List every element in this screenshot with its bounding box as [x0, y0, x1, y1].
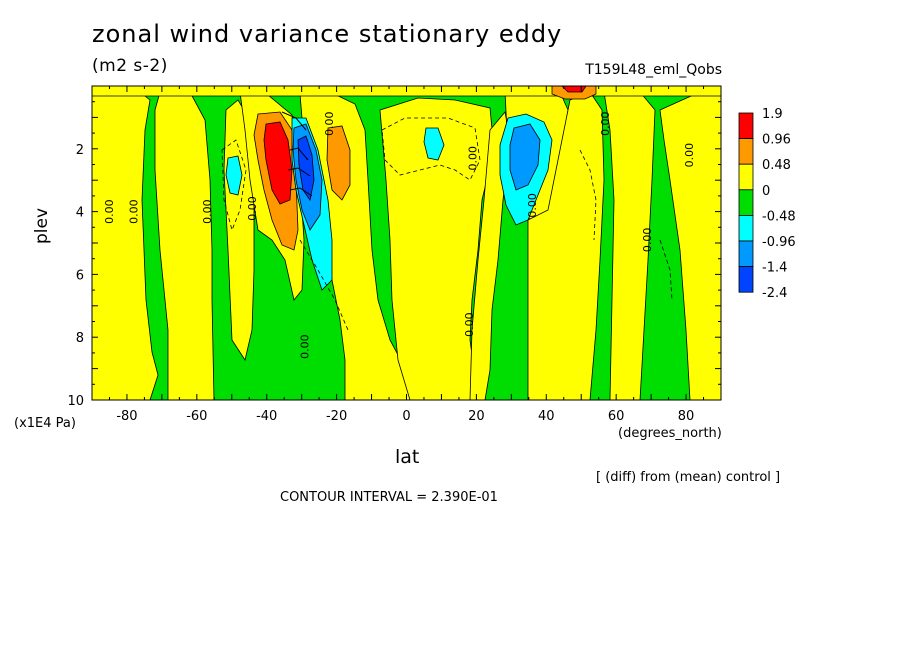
legend-swatch	[738, 266, 754, 293]
x-tick-label: 20	[468, 409, 485, 424]
contour-label: 0.00	[641, 228, 654, 253]
y-tick-label: 8	[76, 331, 84, 346]
cyan-west	[225, 155, 243, 196]
plot-area	[92, 86, 721, 400]
dipole-contour-3	[287, 167, 311, 177]
legend-level-label: -2.4	[762, 286, 787, 301]
dipole-contour-1	[281, 111, 307, 131]
y-tick-label: 2	[76, 143, 84, 158]
x-tick-label: 0	[402, 409, 410, 424]
color-legend: 1.9 0.96 0.48 0 -0.48 -0.96 -1.4 -2.4	[738, 107, 796, 301]
y-tick-label: 4	[76, 206, 84, 221]
orange-cap-north	[551, 86, 597, 100]
dipole-contour-4	[289, 187, 313, 197]
yellow-band-60s	[154, 91, 215, 400]
red-cap-north	[561, 86, 587, 93]
contour-label: 0.00	[463, 312, 476, 337]
y-tick-label: 6	[76, 268, 84, 283]
red-regions	[263, 86, 587, 205]
contour-label: 0.00	[599, 111, 612, 135]
legend-swatch	[738, 138, 754, 165]
contour-labels: 0.00 0.00 0.00 0.00 0.00 0.00 0.00 0.00 0.00 0.00…	[103, 111, 696, 358]
x-tick-label: -40	[256, 409, 277, 424]
legend-level-label: 1.9	[762, 107, 783, 122]
legend-swatch	[738, 189, 754, 216]
cyan-equator	[423, 127, 445, 161]
x-axis-label: lat	[395, 446, 420, 468]
neg-contour-northeast	[579, 149, 597, 241]
contour-label: 0.00	[299, 334, 312, 359]
legend-level-label: -0.96	[762, 235, 796, 250]
legend-level-label: -1.4	[762, 261, 787, 276]
yellow-band-60n	[603, 91, 656, 400]
contour-interval-label: CONTOUR INTERVAL = 2.390E-01	[280, 490, 498, 505]
x-tick-label: -20	[326, 409, 347, 424]
x-tick-label: -80	[116, 409, 137, 424]
legend-level-label: 0	[762, 184, 770, 199]
contour-label: 0.00	[246, 196, 259, 221]
legend-level-label: 0.96	[762, 133, 791, 148]
contour-label: 0.00	[526, 193, 539, 218]
x-tick-label: -60	[186, 409, 207, 424]
legend-level-label: -0.48	[762, 209, 796, 224]
x-tick-label: 40	[538, 409, 555, 424]
neg-contour-west	[221, 139, 247, 232]
x-tick-label: 60	[608, 409, 625, 424]
units-label: (m2 s-2)	[92, 56, 168, 76]
contour-label: 0.00	[466, 146, 479, 171]
dipole-contours	[281, 111, 313, 197]
x-tick-marks: -80 -60 -40 -20 0 20 40 60 80	[91, 86, 722, 424]
yellow-band-80s	[92, 91, 159, 400]
neg-contour-equator	[381, 117, 481, 181]
x-axis-units: (degrees_north)	[618, 426, 722, 441]
red-max-40s	[263, 121, 293, 205]
legend-swatch	[738, 163, 754, 191]
yellow-regions	[92, 86, 721, 400]
neg-contour-south-tail	[299, 239, 349, 331]
y-tick-label: 10	[67, 394, 84, 409]
contour-label: 0.00	[201, 199, 214, 224]
yellow-band-45n	[527, 91, 605, 400]
orange-blob-20s	[326, 125, 351, 201]
blue-north	[509, 123, 541, 191]
y-tick-marks: 2 4 6 8 10	[67, 101, 721, 409]
legend-swatch	[738, 240, 754, 268]
chart-title: zonal wind variance stationary eddy	[92, 20, 563, 48]
legend-swatch	[738, 112, 754, 140]
yellow-band-equator	[379, 97, 495, 400]
legend-swatch	[738, 214, 754, 242]
legend-level-label: 0.48	[762, 158, 791, 173]
comparison-note: [ (diff) from (mean) control ]	[596, 470, 781, 485]
contour-label: 0.00	[127, 199, 140, 224]
dipole-contour-2	[289, 147, 309, 161]
contour-label: 0.00	[683, 143, 696, 168]
negative-contours	[221, 117, 673, 331]
y-axis-multiplier: (x1E4 Pa)	[14, 416, 76, 431]
x-tick-label: 80	[678, 409, 695, 424]
neg-contour-east	[659, 239, 673, 301]
contour-label: 0.00	[103, 199, 116, 224]
run-name-label: T159L48_eml_Qobs	[585, 62, 722, 78]
contour-label: 0.00	[323, 111, 336, 135]
